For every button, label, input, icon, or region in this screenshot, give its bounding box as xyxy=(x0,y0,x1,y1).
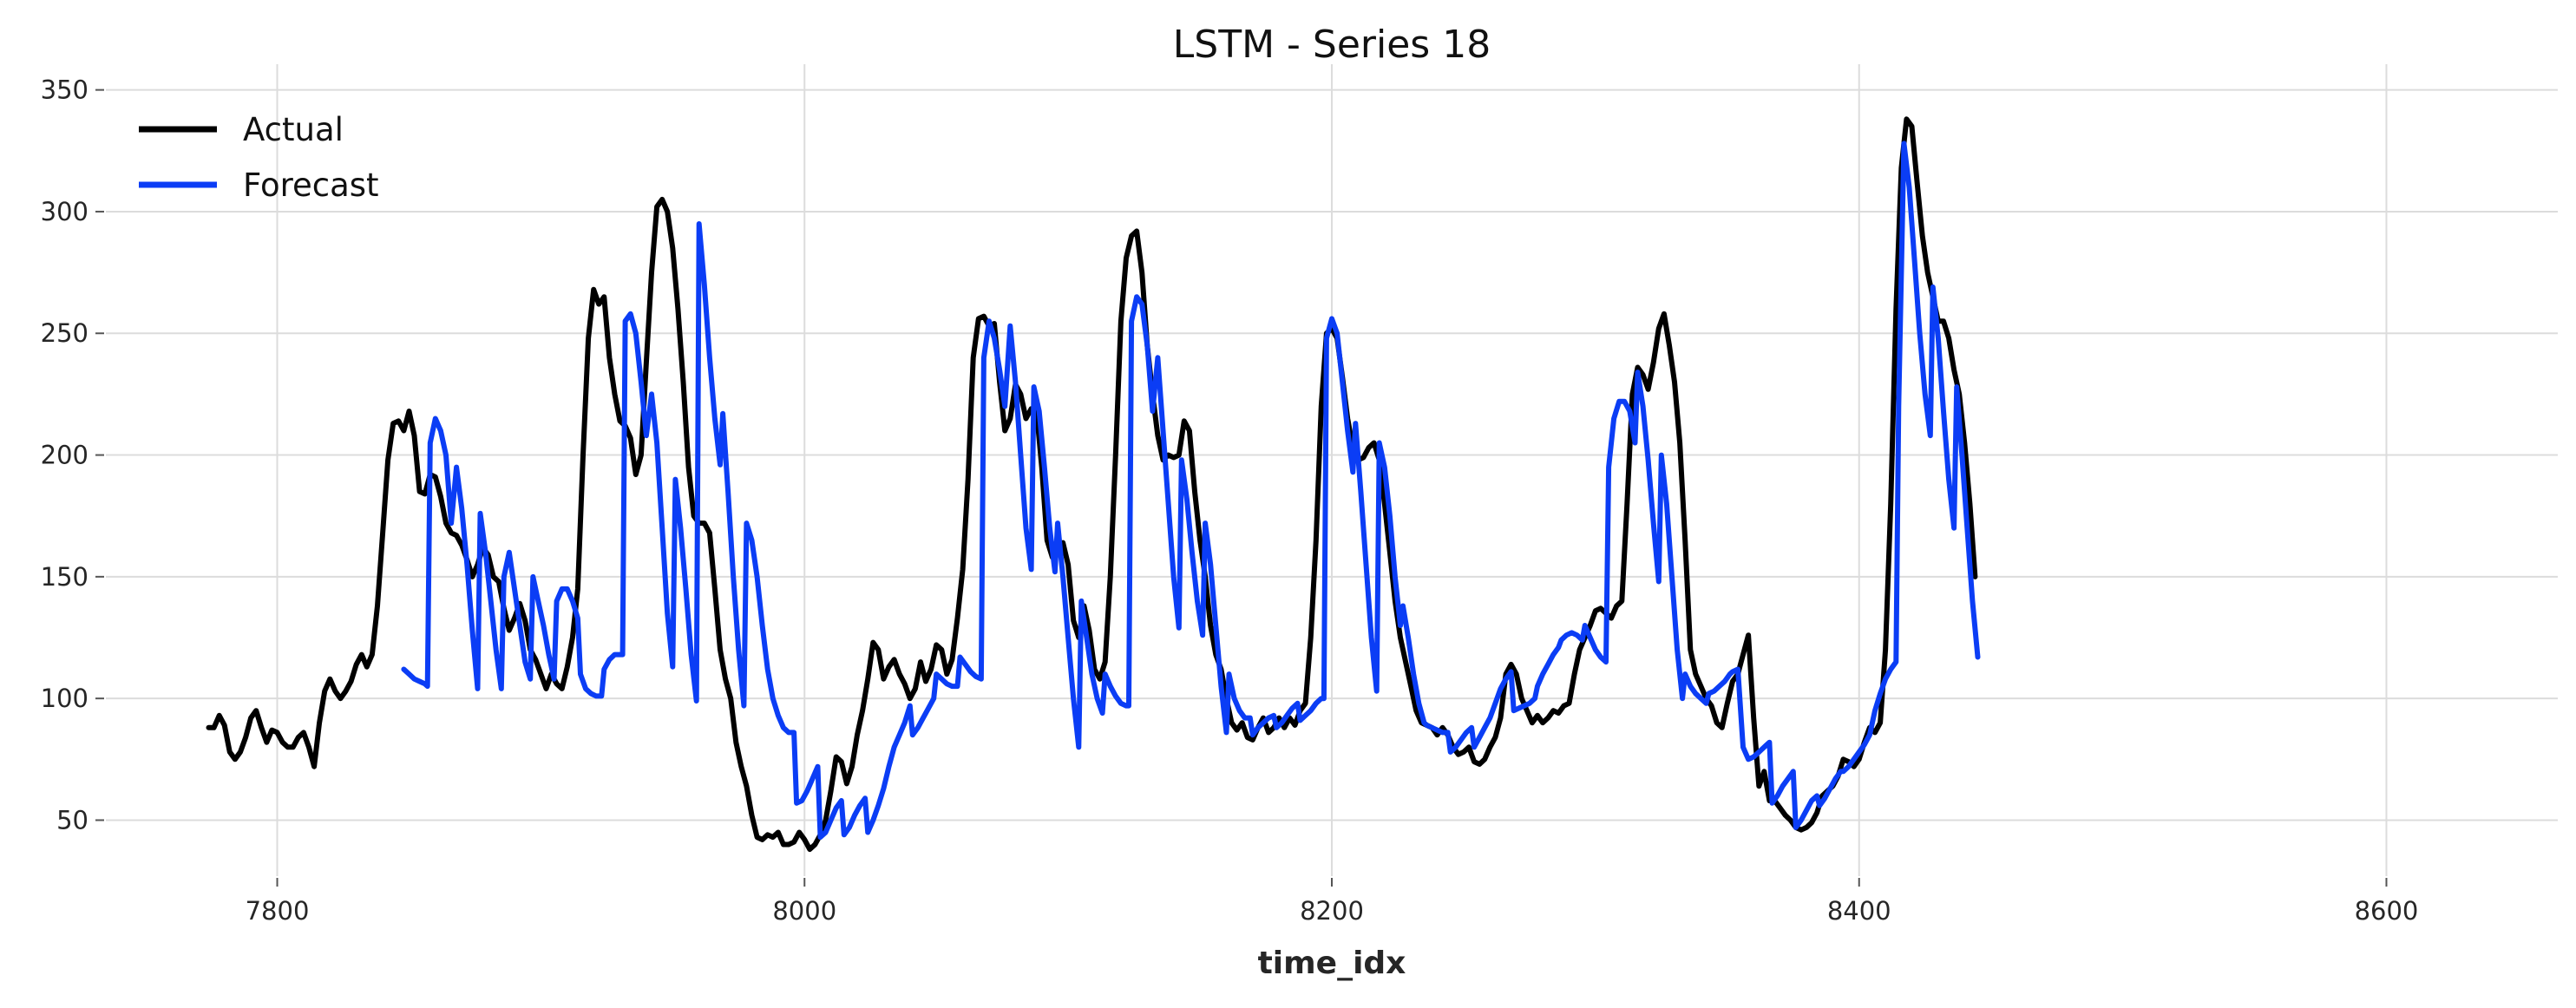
y-tick-label: 250 xyxy=(41,318,88,348)
legend-label-forecast: Forecast xyxy=(243,167,379,204)
x-axis-label: time_idx xyxy=(1258,946,1406,981)
x-tick-label: 8600 xyxy=(2355,896,2419,926)
x-tick-label: 8400 xyxy=(1827,896,1891,926)
x-tick-label: 7800 xyxy=(246,896,310,926)
x-tick-label: 8000 xyxy=(772,896,836,926)
y-tick-label: 200 xyxy=(41,441,88,470)
y-tick-label: 150 xyxy=(41,562,88,592)
y-tick-label: 100 xyxy=(41,684,88,713)
y-tick-label: 50 xyxy=(56,805,88,835)
x-axis: 7800 8000 8200 8400 8600 xyxy=(246,878,2419,926)
y-tick-label: 350 xyxy=(41,75,88,105)
y-axis: 50 100 150 200 250 300 350 xyxy=(41,75,104,835)
legend: Actual Forecast xyxy=(139,111,379,204)
chart-title: LSTM - Series 18 xyxy=(1173,23,1491,67)
series-line-forecast xyxy=(401,141,1981,841)
y-tick-label: 300 xyxy=(41,197,88,226)
series-group xyxy=(206,116,1981,853)
legend-label-actual: Actual xyxy=(243,111,344,148)
x-tick-label: 8200 xyxy=(1300,896,1364,926)
